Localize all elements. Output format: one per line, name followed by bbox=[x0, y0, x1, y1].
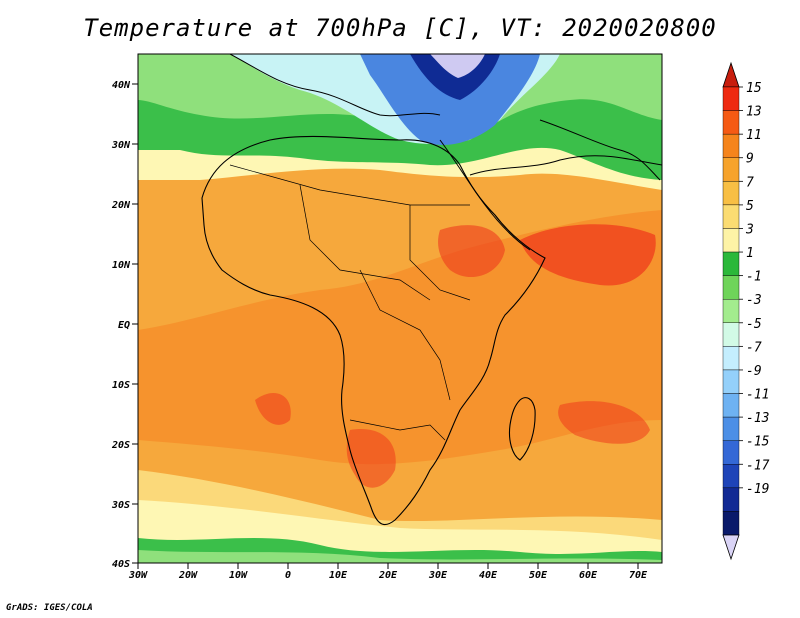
lon-tick-label: 50E bbox=[529, 570, 548, 581]
lat-tick-label: 40N bbox=[112, 80, 131, 91]
colorbar-swatch bbox=[722, 416, 740, 441]
lon-tick-label: 20W bbox=[178, 570, 198, 581]
colorbar-label: 3 bbox=[745, 222, 754, 237]
colorbar-label: -5 bbox=[746, 317, 762, 332]
lat-tick-label: 30N bbox=[111, 140, 131, 151]
colorbar-swatch bbox=[722, 393, 740, 418]
colorbar-label: -7 bbox=[746, 340, 762, 355]
temperature-field bbox=[138, 54, 662, 563]
colorbar-swatch bbox=[722, 133, 740, 158]
lat-tick-label: 10S bbox=[112, 380, 130, 391]
field-lavender-north bbox=[430, 54, 485, 78]
field-lightgreen-south bbox=[138, 550, 662, 563]
colorbar-swatch bbox=[722, 251, 740, 276]
colorbar-label: 11 bbox=[746, 128, 762, 143]
field-hot-atlantic bbox=[255, 392, 291, 425]
border-line-1 bbox=[229, 164, 470, 206]
colorbar-swatch bbox=[722, 322, 740, 347]
colorbar-swatch bbox=[722, 204, 740, 229]
lon-tick-label: 30E bbox=[428, 570, 448, 581]
colorbar-swatch bbox=[722, 181, 740, 206]
colorbar-label: -1 bbox=[746, 270, 762, 285]
colorbar-swatch bbox=[722, 299, 740, 323]
colorbar-label: 1 bbox=[746, 246, 754, 261]
colorbar-swatch bbox=[722, 464, 740, 489]
colorbar-bottom-triangle bbox=[722, 534, 740, 561]
colorbar-swatch bbox=[722, 228, 740, 253]
lon-tick-label: 60E bbox=[579, 570, 598, 581]
lat-tick-label: EQ bbox=[118, 320, 130, 331]
colorbar-swatch bbox=[722, 369, 740, 394]
gulf-coast bbox=[539, 119, 661, 181]
lon-tick-label: 10E bbox=[329, 570, 348, 581]
border-line-4 bbox=[349, 419, 446, 441]
colorbar-label: -13 bbox=[746, 411, 769, 426]
colorbar-label: 7 bbox=[746, 175, 754, 190]
colorbar-top-triangle bbox=[722, 61, 740, 88]
colorbar-label: -3 bbox=[746, 293, 762, 308]
colorbar-label: -17 bbox=[746, 458, 770, 473]
border-line-2 bbox=[299, 184, 431, 301]
field-blue-north bbox=[360, 54, 540, 145]
lon-tick-label: 20E bbox=[378, 570, 398, 581]
lon-tick-label: 0 bbox=[285, 570, 291, 581]
latitude-axis: 40N 30N 20N 10N EQ 10S 20S 30S 40S bbox=[111, 80, 138, 570]
lat-tick-label: 20S bbox=[111, 440, 130, 451]
border-line-5 bbox=[409, 205, 471, 301]
colorbar-label: 15 bbox=[746, 81, 762, 96]
lat-tick-label: 20N bbox=[111, 200, 131, 211]
lon-tick-label: 40E bbox=[479, 570, 498, 581]
colorbar-swatch bbox=[722, 275, 740, 300]
lat-tick-label: 40S bbox=[112, 559, 130, 570]
colorbar-swatch bbox=[722, 110, 740, 135]
map-title: Temperature at 700hPa [C], VT: 202002080… bbox=[83, 14, 717, 42]
africa-coastline bbox=[201, 135, 546, 526]
map-frame bbox=[137, 53, 663, 564]
field-hot-kalahari bbox=[346, 429, 396, 488]
red-sea-coast bbox=[439, 139, 531, 251]
colorbar-swatch bbox=[722, 511, 740, 536]
colorbar-label: -11 bbox=[746, 388, 769, 403]
lon-tick-label: 10W bbox=[229, 570, 248, 581]
colorbar-label: -9 bbox=[746, 364, 762, 379]
colorbar-swatch bbox=[722, 487, 740, 512]
colorbar-swatch bbox=[722, 157, 740, 182]
colorbar-label: 9 bbox=[746, 152, 754, 167]
colorbar-label: -15 bbox=[746, 435, 770, 450]
field-hot-ethiopia bbox=[438, 225, 505, 278]
border-line-3 bbox=[359, 269, 451, 401]
colorbar-swatch bbox=[722, 86, 740, 111]
colorbar-label: 13 bbox=[746, 105, 762, 120]
longitude-axis: 30W 20W 10W 0 10E 20E 30E 40E 50E 60E 70E bbox=[128, 563, 648, 581]
colorbar-swatch bbox=[722, 346, 740, 371]
madagascar-coastline bbox=[508, 397, 536, 461]
mediterranean-coast bbox=[229, 54, 441, 117]
colorbar-label: 5 bbox=[746, 199, 754, 214]
lat-tick-label: 10N bbox=[112, 260, 131, 271]
lat-tick-label: 30S bbox=[111, 500, 130, 511]
lon-tick-label: 30W bbox=[128, 570, 148, 581]
colorbar: 15 13 11 9 7 5 3 1 -1 -3 -5 -7 -9 -11 -13 -15 -17 -19 bbox=[722, 61, 770, 561]
lon-tick-label: 70E bbox=[629, 570, 648, 581]
arabia-coast bbox=[469, 155, 662, 176]
colorbar-label: -19 bbox=[746, 482, 769, 497]
colorbar-swatch bbox=[722, 440, 740, 465]
field-hot-horn bbox=[520, 224, 656, 286]
field-hot-indian bbox=[558, 401, 650, 444]
footer-credit: GrADS: IGES/COLA bbox=[6, 603, 93, 613]
